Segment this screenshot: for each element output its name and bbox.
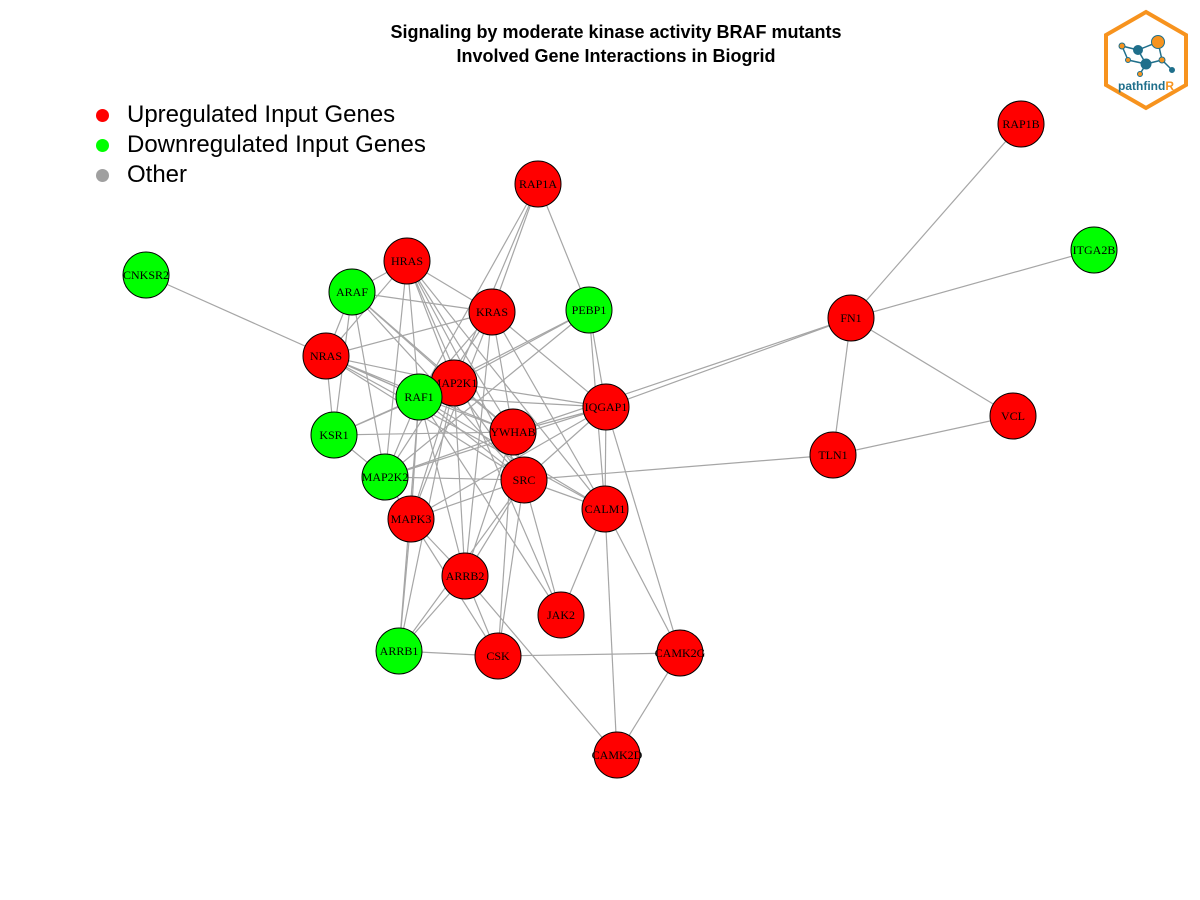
node-label-vcl: VCL xyxy=(1001,409,1025,423)
node-label-camk2g: CAMK2G xyxy=(655,646,706,660)
node-nras[interactable]: NRAS xyxy=(303,333,349,379)
node-tln1[interactable]: TLN1 xyxy=(810,432,856,478)
node-label-rap1a: RAP1A xyxy=(519,177,557,191)
node-label-ksr1: KSR1 xyxy=(319,428,348,442)
node-label-mapk3: MAPK3 xyxy=(391,512,432,526)
node-label-jak2: JAK2 xyxy=(547,608,575,622)
edge-tln1-vcl xyxy=(833,416,1013,455)
node-cnksr2[interactable]: CNKSR2 xyxy=(123,252,169,298)
node-label-araf: ARAF xyxy=(336,285,368,299)
edge-rap1a-map2k1 xyxy=(454,184,538,383)
node-label-nras: NRAS xyxy=(310,349,342,363)
node-src[interactable]: SRC xyxy=(501,457,547,503)
node-rap1a[interactable]: RAP1A xyxy=(515,161,561,207)
node-label-map2k2: MAP2K2 xyxy=(362,470,409,484)
edge-csk-camk2g xyxy=(498,653,680,656)
node-araf[interactable]: ARAF xyxy=(329,269,375,315)
edge-calm1-camk2g xyxy=(605,509,680,653)
node-label-tln1: TLN1 xyxy=(818,448,847,462)
node-raf1[interactable]: RAF1 xyxy=(396,374,442,420)
edge-iqgap1-camk2g xyxy=(606,407,680,653)
node-label-hras: HRAS xyxy=(391,254,423,268)
node-ywhab[interactable]: YWHAB xyxy=(490,409,536,455)
node-iqgap1[interactable]: IQGAP1 xyxy=(583,384,629,430)
node-arrb1[interactable]: ARRB1 xyxy=(376,628,422,674)
node-label-src: SRC xyxy=(513,473,536,487)
node-label-raf1: RAF1 xyxy=(404,390,433,404)
node-label-arrb2: ARRB2 xyxy=(446,569,485,583)
edge-raf1-arrb2 xyxy=(419,397,465,576)
node-hras[interactable]: HRAS xyxy=(384,238,430,284)
edges-layer xyxy=(146,124,1094,755)
node-label-pebp1: PEBP1 xyxy=(572,303,607,317)
node-ksr1[interactable]: KSR1 xyxy=(311,412,357,458)
node-vcl[interactable]: VCL xyxy=(990,393,1036,439)
pathfindr-logo: pathfindR xyxy=(1100,8,1192,112)
node-label-kras: KRAS xyxy=(476,305,508,319)
node-label-fn1: FN1 xyxy=(840,311,861,325)
node-label-rap1b: RAP1B xyxy=(1002,117,1039,131)
node-camk2g[interactable]: CAMK2G xyxy=(655,630,706,676)
node-label-iqgap1: IQGAP1 xyxy=(585,400,628,414)
node-rap1b[interactable]: RAP1B xyxy=(998,101,1044,147)
node-label-itga2b: ITGA2B xyxy=(1073,243,1116,257)
edge-fn1-iqgap1 xyxy=(606,318,851,407)
edge-calm1-camk2d xyxy=(605,509,617,755)
node-mapk3[interactable]: MAPK3 xyxy=(388,496,434,542)
edge-tln1-src xyxy=(524,455,833,480)
edge-ksr1-ywhab xyxy=(334,432,513,435)
node-label-csk: CSK xyxy=(486,649,510,663)
node-label-camk2d: CAMK2D xyxy=(592,748,643,762)
node-pebp1[interactable]: PEBP1 xyxy=(566,287,612,333)
node-fn1[interactable]: FN1 xyxy=(828,295,874,341)
edge-itga2b-fn1 xyxy=(851,250,1094,318)
node-arrb2[interactable]: ARRB2 xyxy=(442,553,488,599)
node-label-arrb1: ARRB1 xyxy=(380,644,419,658)
logo-text-main: pathfind xyxy=(1118,79,1165,93)
nodes-layer: RAP1B ITGA2B RAP1A CNKSR2 HRAS ARAF KRAS PEBP1 F… xyxy=(123,101,1117,778)
edge-araf-map2k2 xyxy=(352,292,385,477)
edge-fn1-vcl xyxy=(851,318,1013,416)
node-jak2[interactable]: JAK2 xyxy=(538,592,584,638)
logo-text-accent: R xyxy=(1165,79,1174,93)
node-label-ywhab: YWHAB xyxy=(490,425,535,439)
edge-fn1-ywhab xyxy=(513,318,851,432)
node-label-cnksr2: CNKSR2 xyxy=(123,268,169,282)
logo-text: pathfindR xyxy=(1118,79,1174,93)
node-label-calm1: CALM1 xyxy=(585,502,626,516)
node-calm1[interactable]: CALM1 xyxy=(582,486,628,532)
edge-rap1b-fn1 xyxy=(851,124,1021,318)
node-kras[interactable]: KRAS xyxy=(469,289,515,335)
node-map2k2[interactable]: MAP2K2 xyxy=(362,454,409,500)
node-camk2d[interactable]: CAMK2D xyxy=(592,732,643,778)
node-itga2b[interactable]: ITGA2B xyxy=(1071,227,1117,273)
node-csk[interactable]: CSK xyxy=(475,633,521,679)
